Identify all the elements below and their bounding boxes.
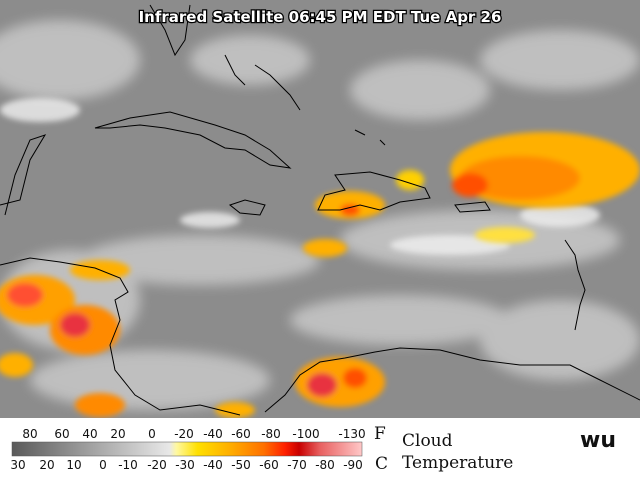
celsius-label: 0	[99, 458, 107, 472]
celsius-label: 30	[10, 458, 25, 472]
celsius-label: -40	[203, 458, 223, 472]
fahrenheit-label: 0	[148, 427, 156, 441]
fahrenheit-label: 60	[54, 427, 69, 441]
legend: 80 60 40 20 0 -20 -40 -60 -80 -100 -130 F 30 20 10 0 -10…	[0, 418, 640, 480]
color-scale	[11, 441, 363, 457]
fahrenheit-label: -130	[338, 427, 365, 441]
celsius-label: -90	[343, 458, 363, 472]
logo-text: wu	[580, 428, 616, 453]
coastlines	[0, 4, 640, 416]
fahrenheit-label: -60	[231, 427, 251, 441]
celsius-label: -70	[287, 458, 307, 472]
fahrenheit-label: -100	[292, 427, 319, 441]
celsius-label: -50	[231, 458, 251, 472]
fahrenheit-label: 80	[22, 427, 37, 441]
fahrenheit-label: -20	[174, 427, 194, 441]
celsius-unit: C	[375, 454, 388, 474]
fahrenheit-unit: F	[374, 424, 386, 444]
celsius-label: 10	[66, 458, 81, 472]
logo: wu	[575, 424, 625, 453]
celsius-label: -80	[315, 458, 335, 472]
celsius-label: -20	[147, 458, 167, 472]
fahrenheit-label: 20	[110, 427, 125, 441]
legend-caption: Cloud	[402, 431, 453, 451]
celsius-label: -10	[118, 458, 138, 472]
celsius-label: -60	[259, 458, 279, 472]
fahrenheit-label: -80	[261, 427, 281, 441]
fahrenheit-label: -40	[203, 427, 223, 441]
legend-caption: Temperature	[402, 453, 513, 473]
fahrenheit-label: 40	[82, 427, 97, 441]
celsius-label: 20	[39, 458, 54, 472]
map-title: Infrared Satellite 06:45 PM EDT Tue Apr …	[139, 8, 502, 26]
imagery	[0, 0, 640, 418]
celsius-label: -30	[175, 458, 195, 472]
